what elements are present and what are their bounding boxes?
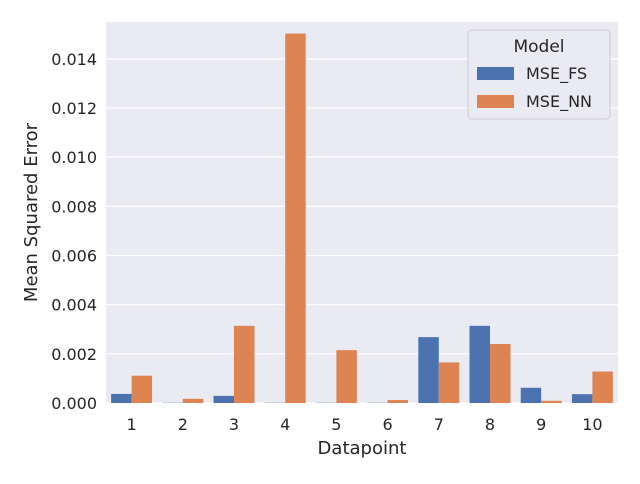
bar-mse-fs — [470, 326, 490, 403]
bar-mse-nn — [439, 362, 459, 403]
x-tick-label: 4 — [280, 415, 290, 434]
x-tick-label: 3 — [229, 415, 239, 434]
bar-mse-nn — [388, 400, 408, 403]
bar-mse-nn — [336, 350, 356, 403]
x-tick-label: 6 — [383, 415, 393, 434]
y-tick-label: 0.008 — [51, 197, 97, 216]
y-tick-label: 0.004 — [51, 296, 97, 315]
bar-mse-nn — [183, 399, 203, 403]
x-tick-label: 2 — [178, 415, 188, 434]
bar-mse-fs — [111, 394, 131, 403]
y-tick-label: 0.006 — [51, 247, 97, 266]
bar-mse-nn — [285, 34, 305, 403]
y-axis-label: Mean Squared Error — [21, 122, 42, 302]
x-tick-label: 7 — [434, 415, 444, 434]
bar-mse-fs — [418, 337, 438, 403]
y-tick-label: 0.000 — [51, 394, 97, 413]
y-tick-label: 0.014 — [51, 50, 97, 69]
y-tick-labels: 0.000 0.002 0.004 0.006 0.008 0.010 0.012 0.014 — [51, 50, 97, 413]
bar-mse-fs — [521, 388, 541, 403]
bar-mse-nn — [541, 401, 561, 403]
x-tick-label: 5 — [331, 415, 341, 434]
legend: Model MSE_FS MSE_NN — [468, 30, 610, 119]
y-tick-label: 0.002 — [51, 345, 97, 364]
legend-label-mse-fs: MSE_FS — [526, 64, 587, 84]
legend-swatch-mse-nn — [477, 95, 514, 108]
x-tick-label: 1 — [127, 415, 137, 434]
legend-swatch-mse-fs — [477, 67, 514, 80]
y-tick-label: 0.012 — [51, 99, 97, 118]
x-tick-labels: 1 2 3 4 5 6 7 8 9 10 — [127, 415, 603, 434]
legend-label-mse-nn: MSE_NN — [526, 92, 592, 112]
bar-mse-nn — [592, 372, 612, 403]
x-tick-label: 9 — [536, 415, 546, 434]
y-tick-label: 0.010 — [51, 148, 97, 167]
bar-mse-nn — [234, 326, 254, 403]
bar-mse-fs — [572, 394, 592, 403]
bar-mse-fs — [214, 396, 234, 403]
x-tick-label: 8 — [485, 415, 495, 434]
x-tick-label: 10 — [582, 415, 602, 434]
x-axis-label: Datapoint — [318, 438, 407, 459]
bar-mse-nn — [490, 344, 510, 403]
bar-mse-nn — [132, 376, 152, 403]
legend-title: Model — [513, 37, 564, 57]
